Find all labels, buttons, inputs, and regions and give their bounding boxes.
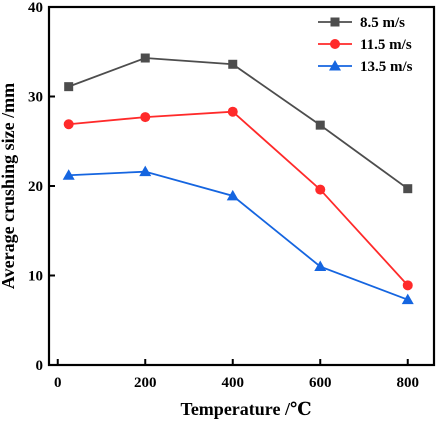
data-point — [227, 106, 238, 117]
data-point — [315, 120, 325, 130]
series-2 — [63, 106, 413, 291]
series-line — [68, 110, 409, 286]
y-axis-title: Average crushing size /mm — [0, 83, 18, 289]
data-point — [63, 119, 74, 130]
series-line — [68, 57, 409, 190]
y-tick-label: 30 — [28, 90, 43, 106]
legend-label: 11.5 m/s — [360, 37, 412, 53]
legend-marker — [330, 17, 340, 27]
x-tick-label: 800 — [397, 375, 420, 391]
legend: 8.5 m/s 11.5 m/s 13.5 m/s — [318, 15, 413, 75]
data-point — [315, 184, 326, 195]
x-tick-label: 0 — [54, 375, 62, 391]
legend-item: 8.5 m/s — [318, 15, 405, 31]
data-point — [140, 112, 151, 123]
data-point — [228, 59, 238, 69]
series-3 — [62, 165, 414, 305]
y-tick-label: 20 — [28, 179, 43, 195]
y-tick-label: 0 — [36, 358, 44, 374]
x-tick-label: 400 — [222, 375, 245, 391]
series-1 — [64, 53, 413, 194]
y-tick-label: 10 — [28, 269, 43, 285]
data-point — [139, 165, 152, 177]
data-point — [140, 53, 150, 63]
legend-item: 11.5 m/s — [318, 37, 412, 53]
x-tick-label: 200 — [134, 375, 157, 391]
legend-label: 13.5 m/s — [360, 59, 413, 75]
y-tick-label: 40 — [28, 0, 43, 16]
data-point — [64, 82, 74, 92]
axis-ticks — [49, 6, 409, 366]
data-point — [402, 280, 413, 291]
series-layer — [62, 53, 414, 305]
tick-labels: 0 200 400 600 800 0 10 20 30 40 — [28, 0, 419, 391]
series-line — [68, 170, 409, 301]
legend-marker — [330, 39, 340, 49]
x-axis-title: Temperature /℃ — [180, 399, 311, 419]
data-point — [314, 260, 327, 272]
data-point — [62, 169, 75, 180]
legend-item: 13.5 m/s — [318, 59, 413, 75]
legend-marker — [329, 60, 341, 71]
x-tick-label: 600 — [309, 375, 332, 391]
data-point — [403, 184, 413, 194]
legend-label: 8.5 m/s — [360, 15, 405, 31]
data-point — [226, 189, 239, 201]
data-point — [401, 293, 414, 305]
